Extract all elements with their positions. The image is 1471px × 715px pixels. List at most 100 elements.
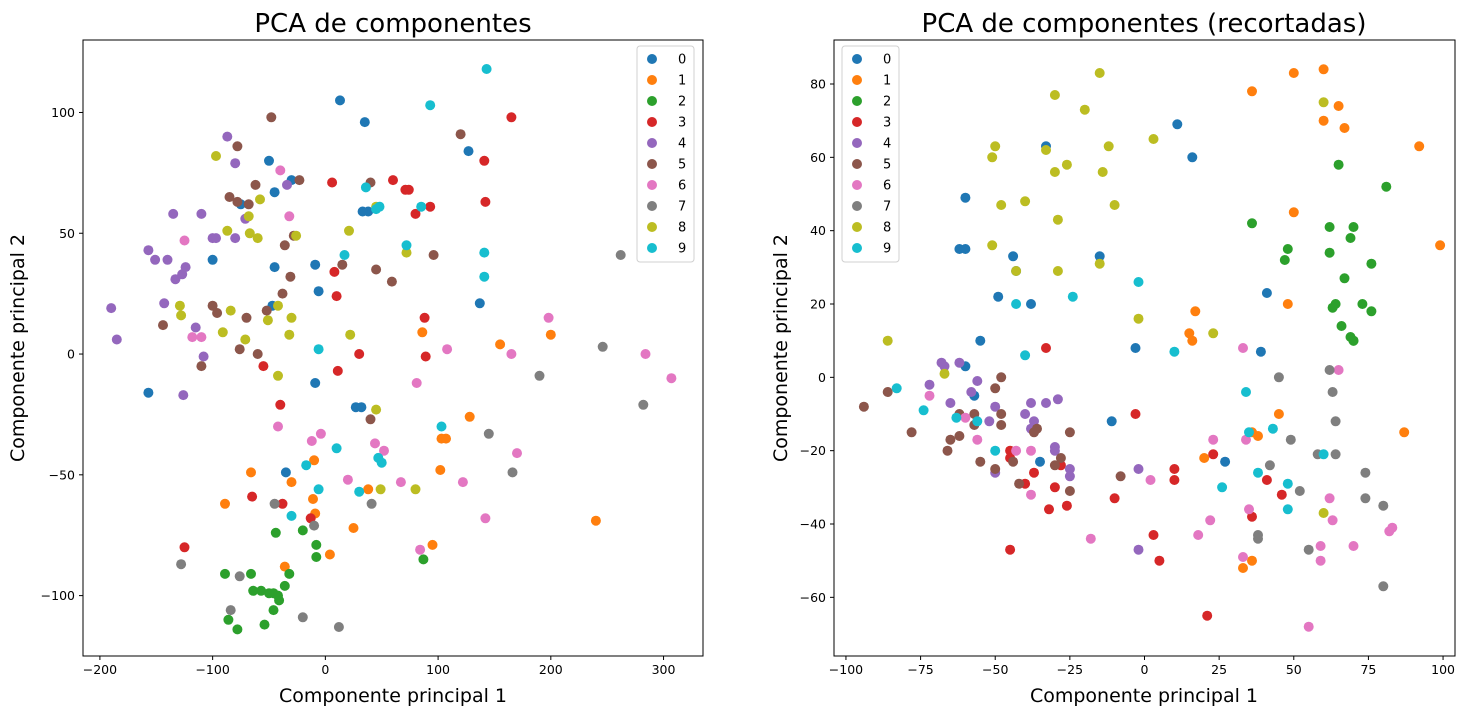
point-class-5 [942,445,953,456]
point-class-5 [990,464,1001,474]
point-class-2 [1348,335,1359,346]
point-class-0 [1008,251,1019,262]
point-class-6 [1324,493,1335,504]
legend-label-5: 5 [883,158,891,173]
point-class-8 [990,141,1001,152]
y-tick-label: −40 [800,517,826,532]
point-class-3 [1208,449,1219,460]
point-class-8 [375,484,386,495]
legend-marker-5 [647,159,657,169]
pca-chart-right-clipped: PCA de componentes (recortadas) Componen… [770,9,1456,707]
point-class-7 [333,622,344,632]
point-class-8 [882,335,893,346]
point-class-2 [279,580,290,591]
legend-marker-7 [852,201,862,211]
point-class-1 [1247,555,1257,566]
point-class-9 [339,250,350,260]
x-tick-label: −25 [1057,662,1083,677]
point-class-6 [972,434,983,445]
point-class-1 [495,339,506,350]
point-class-4 [945,398,956,408]
point-class-6 [275,165,286,176]
legend-label-8: 8 [883,221,891,236]
point-class-6 [273,421,283,432]
point-class-6 [1327,515,1338,526]
x-tick-label: 75 [1360,662,1376,677]
point-class-6 [306,436,317,446]
legend-marker-6 [647,180,657,190]
legend-label-3: 3 [883,116,891,131]
y-tick-label: 100 [51,105,75,120]
point-class-1 [1282,299,1293,309]
legend-marker-1 [647,75,657,85]
point-class-9 [972,416,983,427]
point-class-6 [370,438,380,449]
point-class-9 [301,460,312,471]
point-class-3 [1044,504,1054,515]
point-class-8 [286,312,297,323]
point-class-3 [1109,493,1120,504]
legend-marker-9 [852,243,862,253]
point-class-7 [483,428,494,439]
point-class-0 [310,378,321,388]
point-class-8 [344,225,354,236]
point-class-0 [207,254,218,265]
point-class-5 [386,276,397,287]
point-class-5 [1049,460,1060,471]
point-class-4 [1133,544,1144,555]
point-class-6 [442,344,453,355]
point-class-5 [285,271,296,282]
point-class-1 [1339,123,1350,133]
x-tick-label: 25 [1211,662,1227,677]
point-class-7 [1253,533,1263,544]
point-class-7 [1378,500,1389,511]
legend: 0 1 2 3 4 5 6 7 8 9 [841,45,900,263]
legend-marker-8 [647,222,657,232]
y-tick-label: 20 [810,297,826,312]
point-class-2 [259,619,270,630]
point-class-1 [1199,453,1210,463]
point-class-8 [1061,159,1072,170]
point-class-8 [939,368,950,379]
point-class-2 [1327,302,1338,313]
point-class-5 [158,320,168,331]
point-class-7 [1327,387,1338,397]
point-class-4 [150,254,161,265]
point-class-4 [230,158,241,169]
point-class-0 [1187,152,1198,163]
point-class-8 [255,194,265,205]
point-class-5 [1115,471,1126,482]
point-class-3 [1169,464,1180,474]
point-class-5 [1029,427,1039,438]
point-class-9 [1244,427,1254,438]
axes-frame [833,39,1456,657]
point-class-6 [1205,515,1216,526]
point-class-3 [331,291,342,302]
point-class-8 [987,152,998,163]
point-class-4 [1049,445,1060,456]
point-class-3 [420,351,431,362]
point-class-4 [1052,394,1063,405]
legend-label-4: 4 [883,137,891,152]
point-class-9 [360,182,371,193]
point-class-8 [174,300,185,311]
point-class-7 [1285,434,1296,445]
point-class-2 [1324,222,1335,232]
point-class-4 [106,303,117,314]
point-class-2 [1366,306,1377,317]
point-class-3 [179,542,190,553]
point-class-5 [1064,427,1075,438]
legend-marker-7 [647,201,657,211]
point-class-1 [1238,563,1248,573]
point-class-2 [220,568,230,579]
point-class-5 [266,112,277,123]
legend-label-9: 9 [883,242,891,257]
point-class-3 [332,365,343,376]
point-class-0 [359,117,370,128]
chart-title: PCA de componentes (recortadas) [922,9,1367,39]
legend-marker-3 [647,117,657,127]
pca-chart-left: PCA de componentes Componente principal … [7,9,704,707]
point-class-9 [1241,387,1251,397]
point-class-0 [1035,456,1045,467]
point-class-7 [1360,493,1371,504]
